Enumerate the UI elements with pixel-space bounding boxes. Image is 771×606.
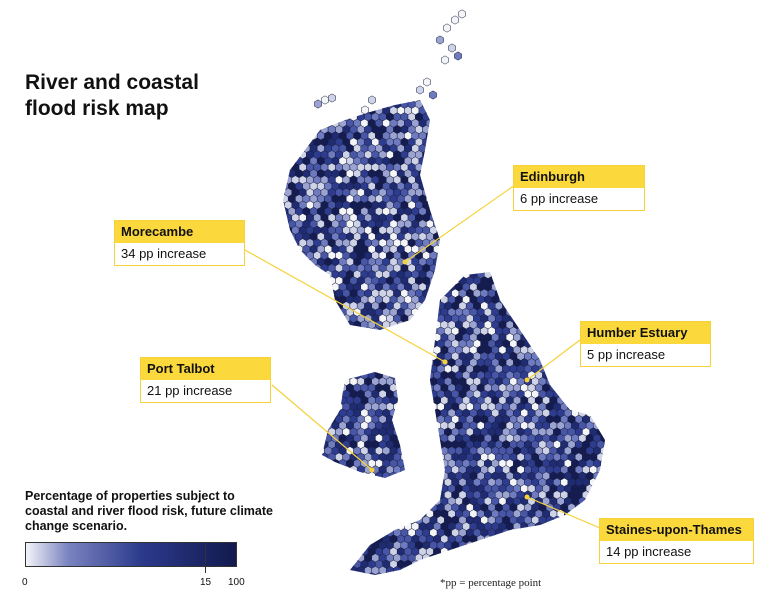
- northern-isles: [314, 9, 466, 115]
- callout-edinburgh: Edinburgh 6 pp increase: [513, 165, 645, 211]
- legend-title: Percentage of properties subject to coas…: [25, 489, 273, 533]
- page-title: River and coastal flood risk map: [25, 71, 199, 120]
- callout-value: 14 pp increase: [606, 544, 692, 559]
- callout-staines-upon-thames: Staines-upon-Thames 14 pp increase: [599, 518, 754, 564]
- callout-humber-estuary: Humber Estuary 5 pp increase: [580, 321, 711, 367]
- legend-threshold-marker: [205, 542, 206, 573]
- legend-tick-min: 0: [22, 577, 28, 588]
- leader-lines: [244, 184, 601, 529]
- legend-tick-mid: 15: [200, 577, 212, 588]
- callout-name: Humber Estuary: [581, 322, 710, 344]
- callout-name: Morecambe: [115, 221, 244, 243]
- footnote: *pp = percentage point: [440, 577, 542, 589]
- location-markers: [369, 259, 530, 500]
- callout-morecambe: Morecambe 34 pp increase: [114, 220, 245, 266]
- callout-name: Port Talbot: [141, 358, 270, 380]
- legend-tick-max: 100: [228, 577, 245, 588]
- callout-value: 5 pp increase: [587, 347, 666, 362]
- legend-color-scale: [25, 542, 237, 567]
- callout-value: 6 pp increase: [520, 191, 599, 206]
- callout-name: Edinburgh: [514, 166, 644, 188]
- callout-value: 21 pp increase: [147, 383, 233, 398]
- callout-port-talbot: Port Talbot 21 pp increase: [140, 357, 271, 403]
- callout-name: Staines-upon-Thames: [600, 519, 753, 541]
- callout-value: 34 pp increase: [121, 246, 207, 261]
